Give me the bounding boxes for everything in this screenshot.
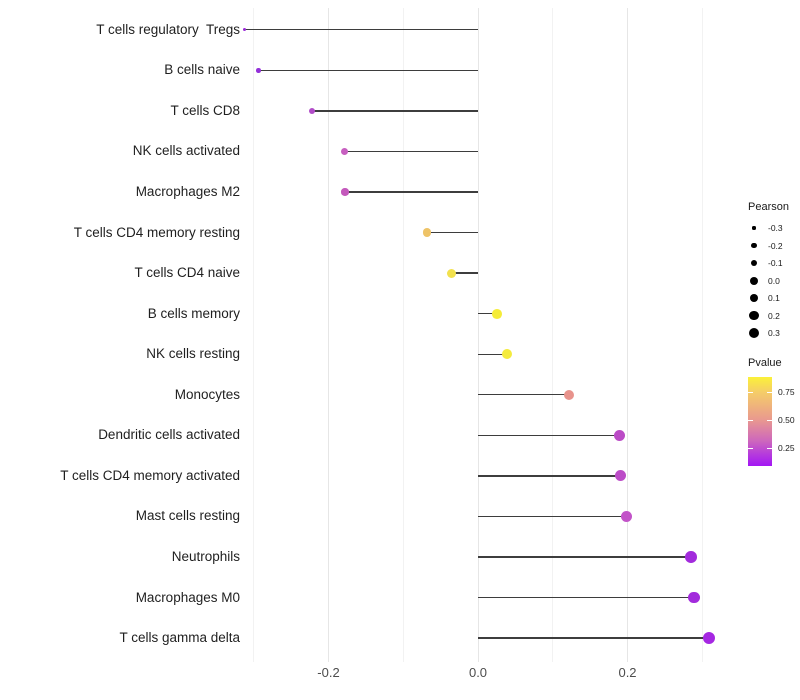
y-axis-label: Mast cells resting <box>135 508 240 524</box>
lollipop-stem <box>478 434 620 436</box>
lollipop-stem <box>478 312 497 315</box>
size-legend-title: Pearson <box>748 201 789 213</box>
lollipop-stem <box>344 150 478 153</box>
y-axis-label: NK cells resting <box>146 346 240 362</box>
gridline-x--0.3 <box>253 8 255 662</box>
size-legend-label: -0.3 <box>768 223 783 233</box>
lollipop-stem <box>312 110 478 112</box>
lollipop-dot <box>563 389 575 400</box>
color-legend-title: Pvalue <box>748 357 782 369</box>
lollipop-dot <box>340 147 348 156</box>
y-axis-label: Neutrophils <box>171 548 240 564</box>
gridline-x-0.1 <box>552 8 554 662</box>
gridline-x-0.3 <box>701 8 703 662</box>
lollipop-stem <box>478 596 695 599</box>
x-axis-tick-label: -0.2 <box>317 665 340 680</box>
gridline-x-0.2 <box>627 8 628 662</box>
lollipop-dot <box>613 429 625 441</box>
lollipop-dot <box>446 268 456 278</box>
lollipop-dot <box>243 28 247 32</box>
lollipop-dot <box>491 308 502 319</box>
colorbar-tick-mark <box>748 392 753 394</box>
lollipop-stem <box>478 556 692 558</box>
colorbar-tick-mark <box>748 448 753 450</box>
lollipop-stem <box>478 515 627 518</box>
colorbar-tick-label: 0.75 <box>778 387 795 398</box>
size-legend-label: -0.2 <box>768 240 783 251</box>
size-legend-label: 0.2 <box>768 310 780 321</box>
gridline-x--0.2 <box>328 8 329 662</box>
lollipop-dot <box>685 551 697 563</box>
lollipop-dot <box>422 228 432 237</box>
colorbar-tick-mark <box>748 419 753 421</box>
lollipop-stem <box>478 637 709 639</box>
lollipop-stem <box>344 191 478 193</box>
pvalue-colorbar <box>748 377 772 466</box>
y-axis-label: T cells CD4 memory resting <box>73 224 240 240</box>
lollipop-dot <box>615 470 627 482</box>
lollipop-dot <box>502 349 513 360</box>
size-legend-dot <box>751 242 757 249</box>
y-axis-label: T cells gamma delta <box>119 630 240 646</box>
size-legend-dot <box>749 328 759 338</box>
lollipop-stem <box>478 353 508 355</box>
size-legend-dot <box>749 310 759 321</box>
lollipop-stem <box>451 272 478 274</box>
lollipop-stem <box>478 475 621 477</box>
size-legend-label: -0.1 <box>768 258 783 268</box>
size-legend-dot <box>749 293 759 303</box>
y-axis-label: Macrophages M2 <box>135 184 240 199</box>
lollipop-dot <box>255 68 261 73</box>
lollipop-stem <box>478 394 570 396</box>
colorbar-tick-mark <box>767 392 772 394</box>
lollipop-stem <box>244 29 478 31</box>
y-axis-label: T cells CD4 memory activated <box>60 467 240 483</box>
colorbar-tick-label: 0.50 <box>778 414 795 425</box>
y-axis-label: Monocytes <box>174 386 240 402</box>
gridline-x--0.1 <box>402 8 404 662</box>
y-axis-label: Macrophages M0 <box>135 589 240 605</box>
size-legend-dot <box>750 259 758 267</box>
lollipop-dot <box>621 510 633 523</box>
y-axis-label: T cells regulatory Tregs <box>96 21 240 37</box>
lollipop-dot <box>702 631 716 645</box>
y-axis-label: T cells CD4 naive <box>134 265 240 281</box>
size-legend-label: 0.1 <box>768 293 780 303</box>
size-legend-dot <box>750 276 758 285</box>
y-axis-label: NK cells activated <box>132 143 240 159</box>
y-axis-label: B cells naive <box>164 62 240 78</box>
colorbar-tick-mark <box>767 448 772 450</box>
size-legend-label: 0.0 <box>768 275 780 286</box>
lollipop-dot <box>688 591 700 604</box>
colorbar-tick-mark <box>767 419 772 421</box>
size-legend-dot <box>752 226 756 230</box>
colorbar-tick-label: 0.25 <box>778 443 795 454</box>
gridline-x-0 <box>477 8 479 662</box>
size-legend-label: 0.3 <box>768 328 780 338</box>
y-axis-label: Dendritic cells activated <box>98 427 240 443</box>
lollipop-stem <box>258 69 478 72</box>
y-axis-label: B cells memory <box>147 305 240 321</box>
y-axis-label: T cells CD8 <box>170 102 240 118</box>
lollipop-dot <box>308 107 316 115</box>
x-axis-tick-label: 0.2 <box>618 665 637 680</box>
x-axis-tick-label: 0.0 <box>468 665 488 680</box>
lollipop-dot <box>341 188 349 196</box>
lollipop-stem <box>427 231 478 234</box>
